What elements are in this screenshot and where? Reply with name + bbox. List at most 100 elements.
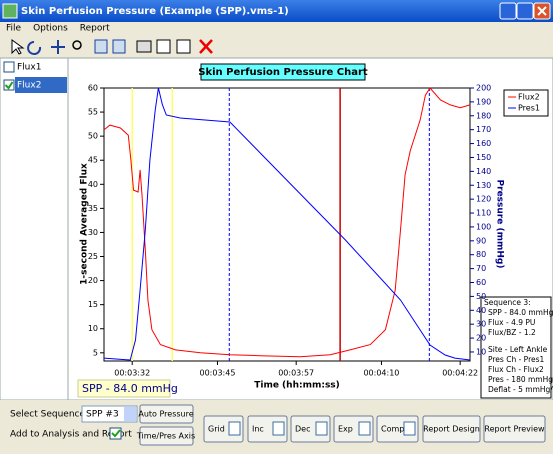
y2-tick-label: 80 <box>476 250 486 259</box>
spp-label: SPP - 84.0 mmHg <box>82 382 178 395</box>
y2-tick-label: 60 <box>476 278 486 287</box>
info-line: Flux/BZ - 1.2 <box>488 328 536 337</box>
button-icon <box>228 421 241 436</box>
y2-tick-label: 140 <box>476 167 491 176</box>
y-tick-label: 35 <box>88 204 98 213</box>
info-line: Flux - 4.9 PU <box>488 318 535 327</box>
legend-label: Pres1 <box>518 104 540 113</box>
chart-title: Skin Perfusion Pressure Chart <box>198 67 368 78</box>
y2-axis-title: Pressure (mmHg) <box>495 180 505 269</box>
info-line: SPP - 84.0 mmHg <box>488 308 553 317</box>
add-label: Add to Analysis and Report <box>10 430 132 440</box>
menu-item[interactable]: Report <box>80 24 110 34</box>
item-check <box>4 81 14 90</box>
app-icon <box>2 3 18 19</box>
y-tick-label: 5 <box>93 348 98 357</box>
print-tool[interactable] <box>136 40 152 53</box>
series-line <box>103 87 471 358</box>
maximize-button[interactable] <box>516 2 534 20</box>
sidebar <box>0 57 69 401</box>
sidebar-item[interactable]: Flux1 <box>17 63 41 73</box>
undo-tool[interactable] <box>27 41 42 55</box>
tool-button-label: Comp <box>381 425 404 434</box>
y-tick-label: 25 <box>88 252 98 261</box>
select-arrow[interactable] <box>124 407 136 421</box>
time-pres-button[interactable] <box>139 426 194 446</box>
y-tick-label: 20 <box>88 276 98 285</box>
button-icon <box>403 421 416 436</box>
sidebar-item[interactable]: Flux2 <box>17 81 41 91</box>
pointer-tool[interactable] <box>11 39 25 55</box>
y2-tick-label: 70 <box>476 264 486 273</box>
button-icon <box>315 421 328 436</box>
selected-row <box>15 77 67 93</box>
add-check <box>111 429 121 438</box>
x-tick-label: 00:03:45 <box>200 369 236 378</box>
title-bar <box>0 0 553 22</box>
series-line <box>103 87 471 361</box>
y-tick-label: 15 <box>88 300 98 309</box>
legend <box>503 89 549 117</box>
menu-item[interactable]: File <box>6 24 22 34</box>
copy-tool[interactable] <box>94 39 108 54</box>
y-tick-label: 40 <box>88 180 98 189</box>
y2-tick-label: 50 <box>476 292 486 301</box>
zoom-tool[interactable] <box>72 40 82 50</box>
legend-label: Flux2 <box>518 93 540 102</box>
page-tool[interactable] <box>156 39 171 54</box>
menu-item[interactable]: Options <box>33 24 68 34</box>
tool-button-label: Exp <box>338 425 353 434</box>
y2-tick-label: 200 <box>476 84 491 93</box>
x-tick-label: 00:04:10 <box>363 369 399 378</box>
pages-tool[interactable] <box>176 39 191 54</box>
spp-label-box <box>77 379 171 398</box>
x-tick-label: 00:03:32 <box>114 369 150 378</box>
y2-tick-label: 110 <box>476 209 491 218</box>
tool-button[interactable] <box>422 415 481 443</box>
info-line: Pres Ch - Pres1 <box>488 355 545 364</box>
y2-tick-label: 170 <box>476 125 491 134</box>
export-tool[interactable] <box>112 39 126 54</box>
item-checkbox[interactable] <box>3 61 15 73</box>
tool-button-label: Grid <box>208 425 225 434</box>
y-tick-label: 45 <box>88 156 98 165</box>
tool-button[interactable] <box>483 415 546 443</box>
tool-button-label: Dec <box>295 425 310 434</box>
y2-tick-label: 100 <box>476 222 491 231</box>
auto-pressure-button[interactable] <box>139 404 194 424</box>
y-axis-title: 1-second Averaged Flux <box>80 163 90 285</box>
info-line: Pres - 180 mmHg <box>488 375 553 384</box>
button-icon <box>272 421 285 436</box>
minimize-button[interactable] <box>499 2 517 20</box>
chart-title-box <box>200 63 366 81</box>
x-axis-title: Time (hh:mm:ss) <box>254 381 340 391</box>
y2-tick-label: 40 <box>476 306 486 315</box>
select-value: SPP #3 <box>86 410 119 420</box>
y2-tick-label: 130 <box>476 181 491 190</box>
x-tick-label: 00:04:22 <box>442 369 478 378</box>
info-line: Deflat - 5 mmHg/s <box>488 385 553 394</box>
x-tick-label: 00:03:57 <box>278 369 314 378</box>
move-tool[interactable] <box>51 40 65 54</box>
y2-tick-label: 10 <box>476 347 486 356</box>
select-label: Select Sequence No <box>10 410 101 420</box>
add-checkbox[interactable] <box>109 427 122 440</box>
y-tick-label: 60 <box>88 84 98 93</box>
y2-tick-label: 30 <box>476 320 486 329</box>
item-checkbox[interactable] <box>3 79 15 91</box>
tool-button-label: Report Design <box>423 425 480 434</box>
y-tick-label: 10 <box>88 324 98 333</box>
y2-tick-label: 180 <box>476 111 491 120</box>
info-line: Site - Left Ankle <box>488 345 548 354</box>
y-tick-label: 50 <box>88 132 98 141</box>
auto-pressure-label: Auto Pressure <box>138 410 193 419</box>
sequence-select[interactable] <box>81 405 138 423</box>
time-pres-label: Time/Pres Axis <box>136 432 195 441</box>
y2-tick-label: 90 <box>476 236 486 245</box>
delete-tool[interactable] <box>199 39 213 54</box>
toolbar <box>11 39 213 55</box>
y2-tick-label: 190 <box>476 97 491 106</box>
info-line: Flux Ch - Flux2 <box>488 365 544 374</box>
y2-tick-label: 160 <box>476 139 491 148</box>
